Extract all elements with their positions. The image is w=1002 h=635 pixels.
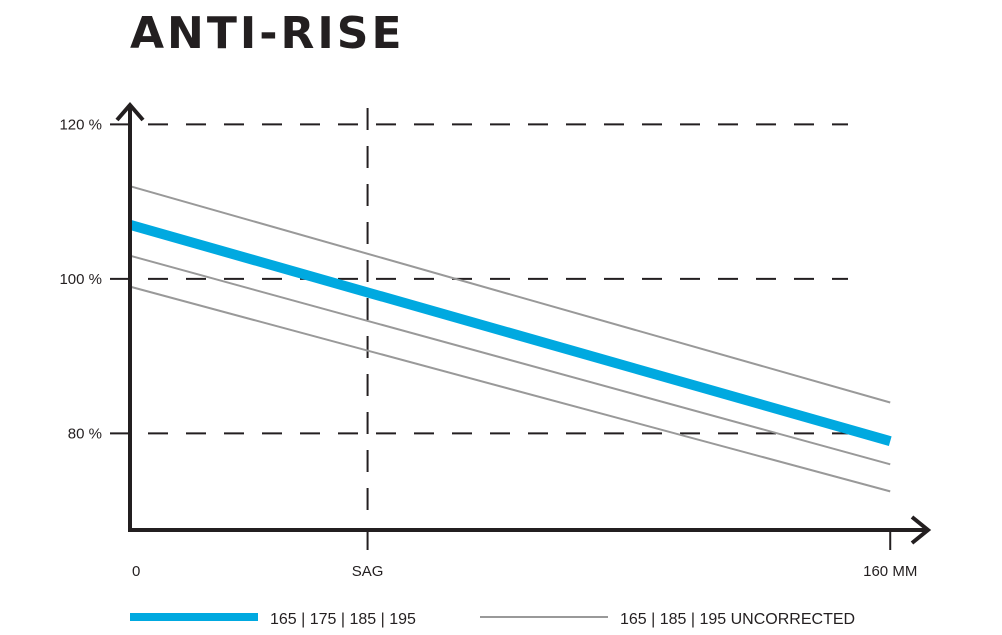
- x-tick-label: 0: [132, 563, 140, 580]
- legend: 165 | 175 | 185 | 195 165 | 185 | 195 UNC…: [130, 611, 855, 628]
- tick-layer: 120 % 100 % 80 % 0 SAG 160 MM: [59, 116, 917, 580]
- x-tick-label: SAG: [352, 563, 384, 580]
- x-axis-arrow-icon: [910, 515, 932, 545]
- chart-title: ANTI-RISE: [130, 8, 405, 59]
- series-layer: [128, 185, 892, 493]
- axes-layer: [115, 101, 932, 545]
- series-line-uncorrected: [129, 254, 891, 466]
- grid-layer: [110, 108, 848, 512]
- legend-label: 165 | 185 | 195 UNCORRECTED: [620, 611, 855, 628]
- x-tick-label: 160 MM: [863, 563, 917, 580]
- y-tick-label: 100 %: [59, 271, 102, 288]
- series-line-uncorrected: [129, 185, 891, 404]
- y-axis-arrow-icon: [115, 101, 145, 122]
- series-line-corrected: [128, 219, 892, 446]
- y-tick-label: 80 %: [68, 425, 102, 442]
- y-tick-label: 120 %: [59, 116, 102, 133]
- legend-label: 165 | 175 | 185 | 195: [270, 611, 416, 628]
- series-line-uncorrected: [129, 285, 891, 493]
